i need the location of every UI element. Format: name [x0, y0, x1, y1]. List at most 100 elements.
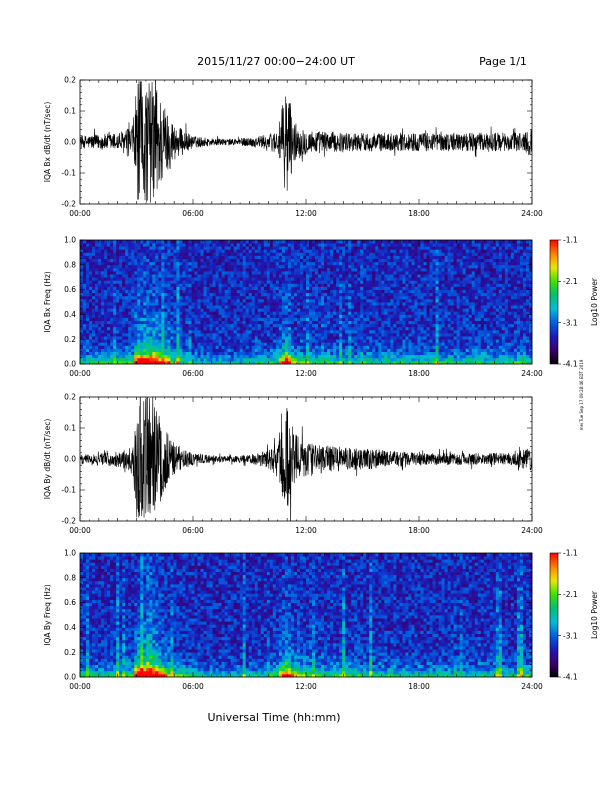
heatmap-cell	[309, 240, 313, 244]
heatmap-cell	[447, 320, 452, 325]
heatmap-cell	[266, 320, 271, 325]
heatmap-cell	[197, 258, 201, 263]
heatmap-cell	[369, 323, 373, 328]
heatmap-cell	[357, 311, 361, 315]
heatmap-cell	[432, 258, 436, 263]
heatmap-cell	[248, 308, 253, 312]
heatmap-cell	[393, 240, 397, 244]
heatmap-cell	[438, 323, 442, 328]
heatmap-cell	[104, 240, 108, 244]
heatmap-cell	[366, 286, 370, 290]
heatmap-cell	[336, 264, 340, 269]
heatmap-cell	[402, 246, 406, 250]
heatmap-cell	[254, 342, 259, 346]
heatmap-cell	[266, 255, 271, 259]
heatmap-cell	[399, 311, 403, 315]
heatmap-cell	[200, 311, 204, 315]
heatmap-cell	[293, 249, 298, 253]
heatmap-cell	[80, 295, 84, 300]
heatmap-cell	[438, 311, 442, 315]
heatmap-cell	[257, 289, 262, 294]
heatmap-cell	[390, 357, 394, 362]
heatmap-cell	[185, 258, 189, 263]
heatmap-cell	[450, 333, 455, 337]
heatmap-cell	[194, 348, 198, 352]
heatmap-cell	[315, 243, 319, 247]
heatmap-cell	[119, 302, 123, 306]
heatmap-cell	[399, 357, 403, 362]
heatmap-cell	[257, 320, 262, 325]
heatmap-cell	[152, 283, 156, 287]
heatmap-cell	[411, 246, 415, 250]
heatmap-cell	[438, 277, 442, 281]
heatmap-cell	[363, 258, 367, 263]
heatmap-cell	[251, 274, 256, 278]
heatmap-cell	[369, 292, 373, 297]
heatmap-cell	[257, 314, 262, 318]
heatmap-cell	[86, 277, 90, 281]
heatmap-cell	[161, 240, 165, 244]
heatmap-cell	[149, 317, 153, 321]
heatmap-cell	[215, 311, 220, 315]
heatmap-cell	[257, 329, 262, 334]
heatmap-cell	[143, 323, 147, 328]
heatmap-cell	[95, 249, 99, 253]
heatmap-cell	[429, 326, 433, 331]
heatmap-cell	[293, 283, 298, 287]
heatmap-cell	[170, 292, 174, 297]
heatmap-cell	[411, 264, 415, 269]
heatmap-cell	[402, 354, 406, 359]
heatmap-cell	[158, 360, 162, 365]
heatmap-cell	[119, 308, 123, 312]
heatmap-cell	[438, 286, 442, 290]
heatmap-cell	[155, 351, 159, 356]
heatmap-cell	[221, 280, 226, 284]
heatmap-cell	[333, 289, 337, 294]
heatmap-cell	[306, 240, 310, 244]
heatmap-cell	[212, 255, 216, 259]
heatmap-cell	[101, 274, 105, 278]
heatmap-cell	[321, 360, 325, 365]
heatmap-cell	[354, 264, 358, 269]
heatmap-cell	[125, 261, 129, 266]
heatmap-cell	[137, 271, 141, 275]
heatmap-cell	[321, 280, 325, 284]
heatmap-cell	[342, 311, 346, 315]
heatmap-cell	[107, 289, 111, 294]
heatmap-cell	[345, 249, 349, 253]
heatmap-cell	[134, 264, 138, 269]
heatmap-cell	[441, 280, 446, 284]
heatmap-cell	[321, 267, 325, 272]
heatmap-cell	[287, 320, 292, 325]
heatmap-cell	[384, 295, 388, 300]
heatmap-cell	[453, 357, 458, 362]
heatmap-cell	[405, 277, 409, 281]
heatmap-cell	[309, 271, 313, 275]
heatmap-cell	[405, 252, 409, 256]
heatmap-cell	[444, 339, 449, 343]
heatmap-cell	[164, 311, 168, 315]
heatmap-cell	[242, 249, 247, 253]
heatmap-cell	[134, 302, 138, 306]
heatmap-cell	[336, 339, 340, 343]
heatmap-cell	[302, 345, 307, 349]
heatmap-cell	[351, 271, 355, 275]
heatmap-cell	[203, 289, 207, 294]
heatmap-cell	[98, 314, 102, 318]
heatmap-cell	[119, 289, 123, 294]
heatmap-cell	[333, 317, 337, 321]
heatmap-cell	[336, 357, 340, 362]
heatmap-cell	[345, 295, 349, 300]
heatmap-cell	[351, 289, 355, 294]
heatmap-cell	[230, 292, 235, 297]
heatmap-cell	[89, 351, 93, 356]
heatmap-cell	[315, 360, 319, 365]
heatmap-cell	[245, 240, 250, 244]
heatmap-cell	[420, 308, 424, 312]
heatmap-cell	[110, 255, 114, 259]
heatmap-cell	[266, 283, 271, 287]
heatmap-cell	[411, 302, 415, 306]
heatmap-cell	[164, 292, 168, 297]
heatmap-cell	[179, 277, 183, 281]
heatmap-cell	[426, 286, 430, 290]
